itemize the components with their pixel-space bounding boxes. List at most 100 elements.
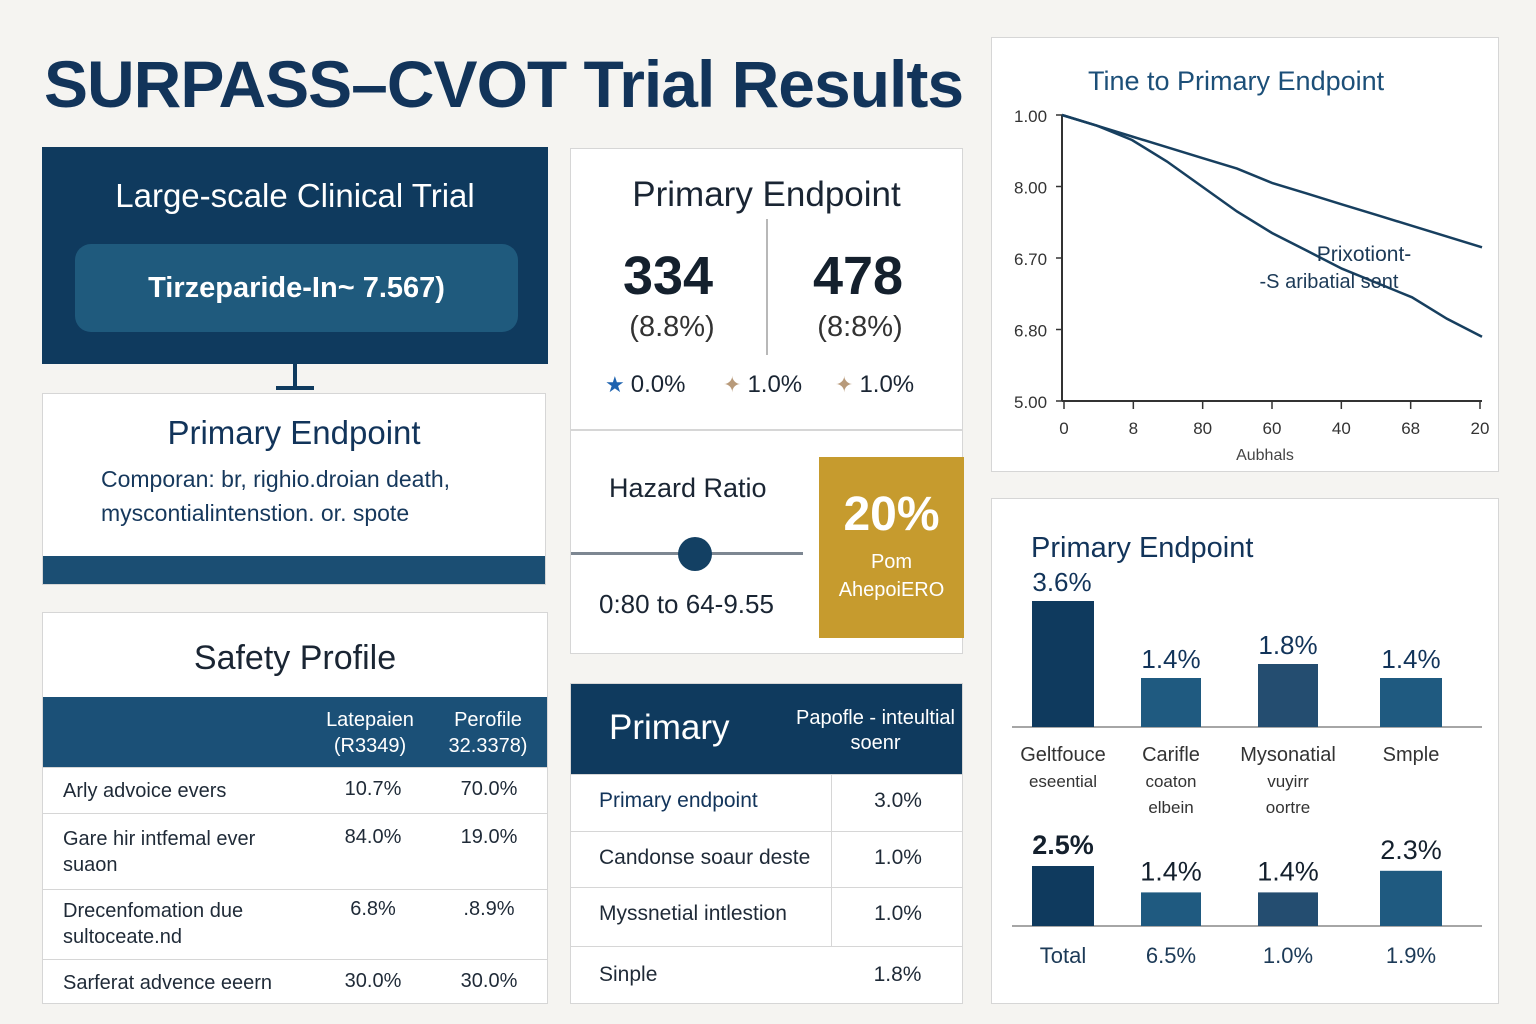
safety-row-value1: 6.8% <box>350 898 396 920</box>
bar-top-value-label: 1.8% <box>1258 630 1317 660</box>
counts-divider <box>766 219 768 355</box>
bar-bottom-value-label: 2.3% <box>1380 835 1442 865</box>
bar-bottom-label: 6.5% <box>1146 943 1196 968</box>
bar-bottom-2 <box>1258 892 1318 926</box>
safety-row-label: Gare hir intfemal ever suaon <box>63 828 256 876</box>
page-title: SURPASS–CVOT Trial Results <box>44 47 964 121</box>
safety-table-header: Latepaien (R3349) Perofile 32.3378) <box>43 697 547 767</box>
safety-title: Safety Profile <box>193 639 397 677</box>
safety-row-value2: 30.0% <box>460 970 518 992</box>
star-icon: ★ <box>605 372 625 397</box>
primary-row-label: Sinple <box>599 963 658 986</box>
km-annotation: Prixotiont- <box>1317 243 1412 266</box>
km-y-tick-label: 1.00 <box>1014 107 1047 126</box>
km-chart: Tine to Primary Endpoint 1.00 8.00 6.70 6.80… <box>1014 66 1490 464</box>
km-x-tick-label: 80 <box>1193 419 1212 438</box>
bar-category-label: oortre <box>1266 798 1310 817</box>
diamond-icon: ✦ <box>835 372 854 397</box>
bar-category-label: Mysonatial <box>1240 744 1336 766</box>
hazard-range: 0:80 to 64-9.55 <box>599 589 774 619</box>
km-x-tick-label: 60 <box>1263 419 1282 438</box>
primary-table-row: Myssnetial intlestion 1.0% <box>571 887 962 947</box>
primary-table-subtitle: Papofle - inteultial soenr <box>796 707 955 754</box>
km-y-tick-label: 6.80 <box>1014 322 1047 341</box>
km-chart-card: Tine to Primary Endpoint 1.00 8.00 6.70 6.80… <box>991 37 1499 472</box>
bar-category-label: elbein <box>1148 798 1193 817</box>
safety-row-value2: .8.9% <box>463 898 515 920</box>
bar-top-value-label: 3.6% <box>1032 567 1091 597</box>
trial-heading: Large-scale Clinical Trial <box>115 177 475 214</box>
primary-table-header: Primary Papofle - inteultial soenr <box>571 684 962 774</box>
safety-col1-header: Latepaien (R3349) <box>326 709 414 757</box>
safety-profile-card: Safety Profile Latepaien (R3349) Perofil… <box>42 612 548 1004</box>
bar-category-label: vuyirr <box>1267 772 1309 791</box>
hazard-ratio-card: Hazard Ratio 0:80 to 64-9.55 20% Pom Ahe… <box>570 430 964 654</box>
bar-bottom-label: 1.9% <box>1386 943 1436 968</box>
endpoint-card-footer-bar <box>43 556 545 584</box>
bar-top-1 <box>1141 678 1201 727</box>
mini-stat: ★ 0.0% <box>605 371 685 399</box>
hazard-box-line2: AhepoiERO <box>838 579 945 601</box>
bar-bottom-label: Total <box>1040 943 1086 968</box>
diamond-icon: ✦ <box>723 372 742 397</box>
bar-bottom-value-label: 2.5% <box>1032 830 1094 860</box>
endpoint-definition-text: Comporan: br, righio.droian death, mysco… <box>101 466 451 526</box>
safety-row: Drecenfomation due sultoceate.nd 6.8% .8… <box>43 889 547 959</box>
mini-stat-value: 0.0% <box>630 371 686 398</box>
bar-bottom-value-label: 1.4% <box>1257 856 1319 886</box>
km-x-tick-label: 0 <box>1059 419 1068 438</box>
hazard-box-line1: Pom <box>870 551 913 573</box>
bar-top-3 <box>1380 678 1442 727</box>
hazard-highlight-box: 20% Pom AhepoiERO <box>819 457 964 638</box>
endpoint-definition-title: Primary Endpoint <box>167 414 421 451</box>
bar-bottom-0 <box>1032 866 1094 926</box>
primary-row-label: Myssnetial intlestion <box>599 902 787 925</box>
bar-category-label: eseential <box>1029 772 1097 791</box>
safety-row-value1: 84.0% <box>344 826 402 848</box>
km-y-tick-label: 8.00 <box>1014 179 1047 198</box>
primary-counts-card: Primary Endpoint 334 (8.8%) 478 (8:8%) ★… <box>570 148 963 430</box>
bar-bottom-3 <box>1380 870 1442 926</box>
primary-table-row: Candonse soaur deste 1.0% <box>571 831 962 888</box>
km-y-tick-label: 6.70 <box>1014 250 1047 269</box>
safety-row: Gare hir intfemal ever suaon 84.0% 19.0% <box>43 813 547 889</box>
km-series-line <box>1061 113 1483 338</box>
connector-line <box>293 364 297 388</box>
primary-row-value: 1.0% <box>831 888 962 947</box>
connector-base <box>276 386 314 390</box>
trial-card: Large-scale Clinical Trial Tirzeparide-I… <box>42 147 548 364</box>
endpoint-definition-card: Primary Endpoint Comporan: br, righio.dr… <box>42 393 546 585</box>
count-left-pct: (8.8%) <box>629 311 715 343</box>
safety-row-label: Sarferat advence eeern <box>63 972 273 994</box>
bar-top-value-label: 1.4% <box>1381 644 1440 674</box>
km-x-tick-label: 8 <box>1129 419 1138 438</box>
safety-row-label: Arly advoice evers <box>63 780 227 802</box>
km-x-tick-label: 68 <box>1401 419 1420 438</box>
drug-label: Tirzeparide-In~ 7.567) <box>148 271 445 304</box>
km-series-line <box>1061 113 1483 249</box>
safety-row-label: Drecenfomation due sultoceate.nd <box>63 900 244 948</box>
bar-title: Primary Endpoint <box>1031 532 1253 564</box>
primary-row-label: Candonse soaur deste <box>599 846 811 869</box>
km-x-tick-label: 20 <box>1471 419 1490 438</box>
bar-top-value-label: 1.4% <box>1141 644 1200 674</box>
mini-stat-value: 1.0% <box>747 371 803 398</box>
mini-stat: ✦ 1.0% <box>723 371 802 399</box>
count-right: 478 <box>812 246 904 306</box>
bar-top-0 <box>1032 601 1094 727</box>
primary-table-row: Primary endpoint 3.0% <box>571 774 962 832</box>
bar-bottom-1 <box>1141 892 1201 926</box>
km-x-tick-label: 40 <box>1332 419 1351 438</box>
primary-components-card: Primary Papofle - inteultial soenr Prima… <box>570 683 963 1004</box>
bar-category-label: Geltfouce <box>1020 744 1106 766</box>
km-y-tick-label: 5.00 <box>1014 393 1047 412</box>
bar-top-2 <box>1258 664 1318 727</box>
primary-table-title: Primary <box>609 708 730 747</box>
safety-row-value1: 30.0% <box>344 970 402 992</box>
km-annotation: -S aribatial sent <box>1260 271 1399 293</box>
safety-row-value2: 70.0% <box>460 778 518 800</box>
primary-row-value: 1.0% <box>831 832 962 888</box>
bar-chart-card: Primary Endpoint 3.6% 1.4% 1.8% 1.4% Geltfouc… <box>991 498 1499 1004</box>
hazard-percent: 20% <box>843 488 940 541</box>
